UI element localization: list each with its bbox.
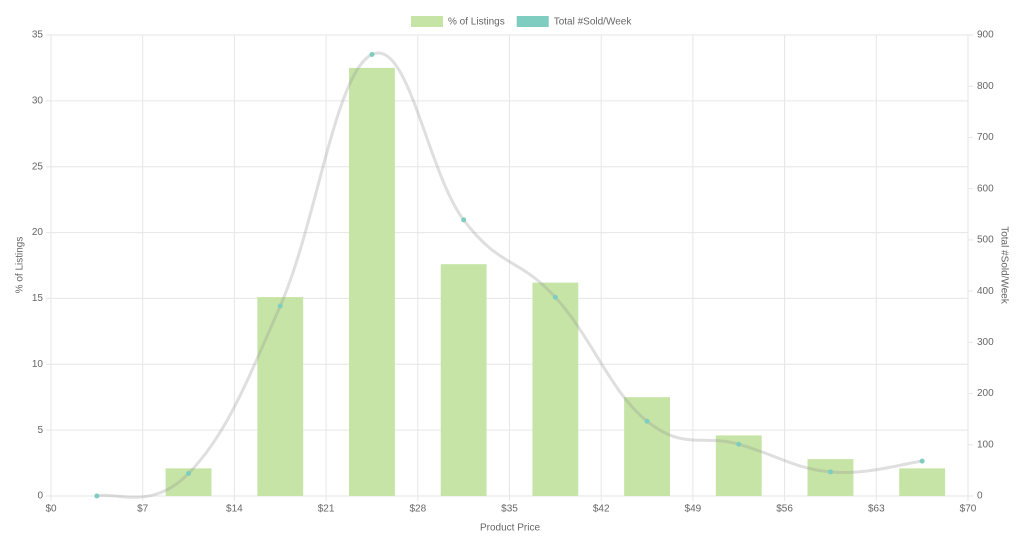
- point: [461, 217, 467, 223]
- legend-label: Total #Sold/Week: [554, 17, 633, 28]
- bar: [624, 397, 670, 496]
- point: [736, 441, 742, 447]
- point: [827, 469, 833, 475]
- bar: [532, 282, 579, 496]
- y-tick-label: 35: [32, 30, 44, 41]
- y2-tick-label: 100: [977, 439, 994, 450]
- point: [644, 418, 650, 424]
- x-tick-label: $70: [960, 504, 977, 515]
- y-tick-label: 5: [37, 425, 43, 436]
- y-tick-label: 20: [32, 227, 44, 238]
- y2-axis-label: Total #Sold/Week: [998, 226, 1009, 305]
- y-tick-label: 0: [37, 491, 43, 502]
- bar: [899, 468, 946, 496]
- y2-tick-label: 200: [977, 388, 994, 399]
- y2-tick-label: 500: [977, 235, 994, 246]
- x-tick-label: $49: [685, 504, 702, 515]
- point: [186, 470, 192, 476]
- x-tick-label: $0: [45, 504, 57, 515]
- y-tick-label: 25: [32, 161, 44, 172]
- x-tick-label: $7: [137, 504, 149, 515]
- point: [552, 294, 558, 300]
- x-tick-label: $63: [868, 504, 885, 515]
- x-tick-label: $56: [776, 504, 793, 515]
- legend-swatch: [516, 16, 549, 27]
- y-axis-label: % of Listings: [15, 237, 26, 294]
- bar: [807, 459, 854, 496]
- bar: [349, 67, 395, 496]
- point: [369, 51, 375, 57]
- bar: [440, 264, 487, 496]
- x-axis-label: Product Price: [480, 523, 540, 534]
- x-tick-label: $28: [409, 504, 426, 515]
- y2-tick-label: 600: [977, 183, 994, 194]
- y2-tick-label: 300: [977, 337, 994, 348]
- x-tick-label: $35: [501, 504, 518, 515]
- y2-tick-label: 900: [977, 30, 994, 41]
- point: [277, 303, 283, 309]
- y-tick-label: 15: [32, 293, 44, 304]
- y2-tick-label: 700: [977, 132, 994, 143]
- x-tick-label: $42: [593, 504, 610, 515]
- legend-swatch: [411, 16, 443, 27]
- legend-label: % of Listings: [448, 17, 505, 28]
- y-tick-label: 10: [32, 359, 44, 370]
- y-tick-label: 30: [32, 95, 44, 106]
- point: [94, 493, 100, 499]
- y2-tick-label: 800: [977, 81, 994, 92]
- point: [919, 458, 925, 464]
- x-tick-label: $14: [226, 504, 243, 515]
- y2-tick-label: 400: [977, 286, 994, 297]
- bar: [257, 297, 304, 496]
- y2-tick-label: 0: [977, 491, 983, 502]
- x-tick-label: $21: [318, 504, 335, 515]
